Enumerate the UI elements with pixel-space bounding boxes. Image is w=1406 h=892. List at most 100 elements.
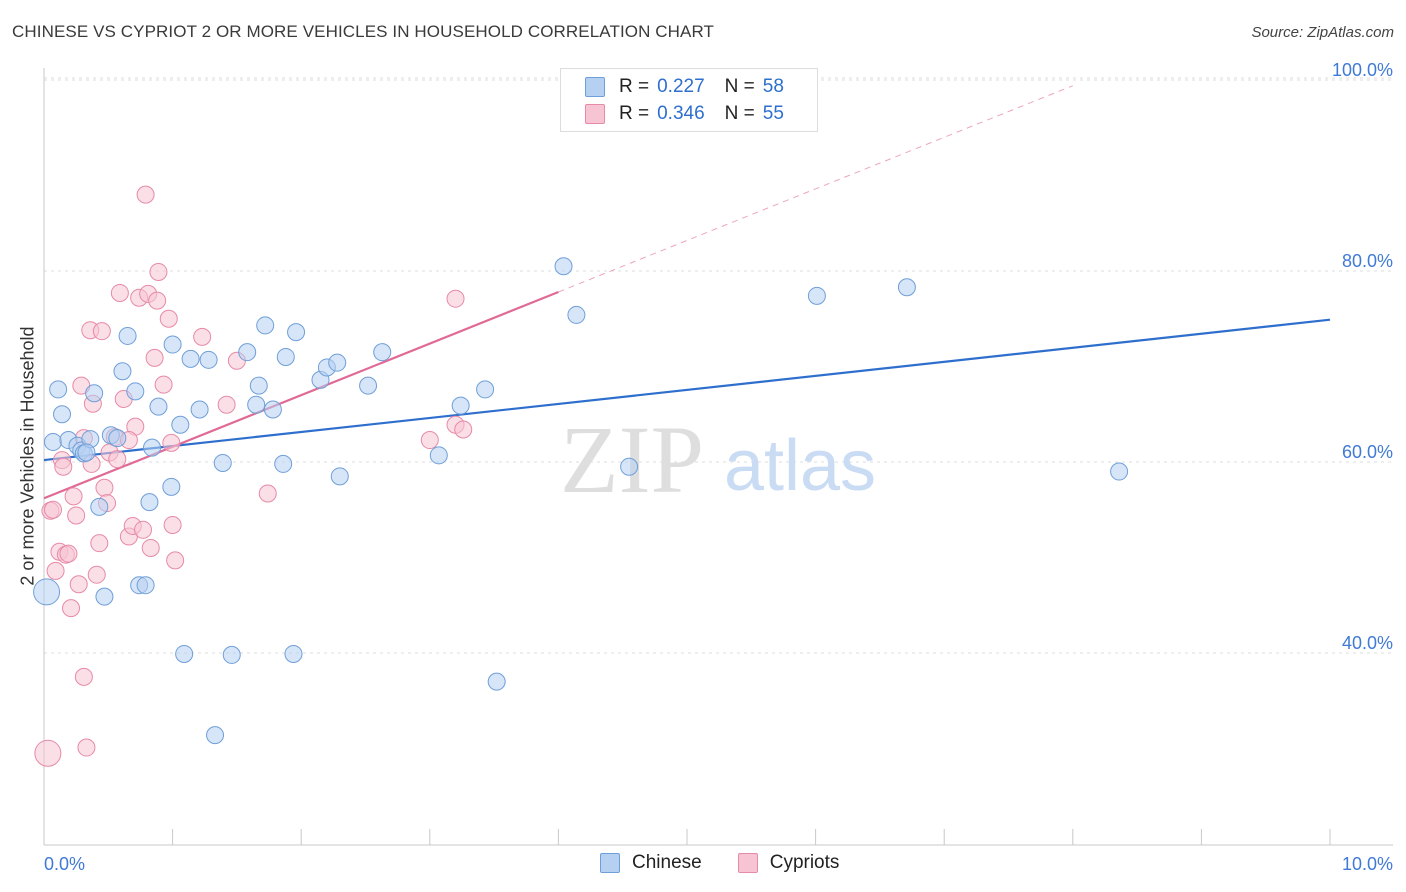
stats-legend: R = 0.227 N = 58 R = 0.346 N = 55 [560, 68, 818, 132]
series-label-cypriots: Cypriots [769, 852, 840, 873]
chinese-point [274, 454, 293, 473]
cypriot-point [166, 551, 185, 570]
watermark: ZIP atlas [560, 406, 876, 513]
chinese-point [222, 645, 241, 664]
legend-n-value: 55 [762, 103, 784, 124]
y-tick-label: 40.0% [1342, 633, 1393, 653]
x-tick-label-max: 10.0% [1342, 854, 1393, 874]
legend-r-value: 0.346 [657, 103, 705, 124]
chinese-point [49, 380, 68, 399]
cypriot-point [446, 289, 465, 308]
x-ticks [43, 829, 1331, 845]
chinese-points [33, 257, 1129, 745]
chinese-point [163, 335, 182, 354]
chinese-point [328, 353, 347, 372]
cypriot-point [141, 538, 160, 557]
series-legend-cypriots[interactable]: Cypriots [737, 852, 840, 874]
chinese-point [359, 376, 378, 395]
legend-swatch-cypriots [585, 104, 605, 124]
chinese-point [199, 350, 218, 369]
cypriot-trend-line [43, 290, 559, 500]
cypriot-point [154, 375, 173, 394]
chinese-point [206, 726, 225, 745]
chinese-point [126, 382, 145, 401]
legend-r-value: 0.227 [657, 76, 705, 97]
y-axis-label: 2 or more Vehicles in Household [17, 326, 38, 586]
cypriot-point [162, 433, 181, 452]
y-tick-label: 100.0% [1332, 60, 1393, 80]
chinese-point [263, 400, 282, 419]
chinese-point [249, 376, 268, 395]
chinese-point [140, 493, 159, 512]
chinese-point [85, 384, 104, 403]
chinese-point [807, 286, 826, 305]
chinese-point [330, 467, 349, 486]
cypriot-point [62, 599, 81, 618]
cypriot-trend-extension [558, 85, 1073, 293]
cypriot-points [34, 185, 473, 767]
chinese-point [143, 438, 162, 457]
cypriot-point [92, 322, 111, 341]
chart-title: CHINESE VS CYPRIOT 2 OR MORE VEHICLES IN… [12, 22, 715, 41]
chinese-point [175, 644, 194, 663]
chinese-point [1110, 462, 1129, 481]
cypriot-point [149, 262, 168, 281]
legend-n-label: N = [724, 76, 755, 97]
cypriot-point [193, 327, 212, 346]
cypriot-point [148, 291, 167, 310]
chinese-point [181, 349, 200, 368]
chinese-point [113, 362, 132, 381]
cypriot-point [134, 520, 153, 539]
cypriot-point [44, 500, 63, 519]
chinese-point [33, 578, 61, 606]
cypriot-point [54, 457, 73, 476]
chinese-point [256, 316, 275, 335]
chinese-point [476, 380, 495, 399]
chinese-trend-line [43, 318, 1331, 462]
y-tick-labels: 40.0% 60.0% 80.0% 100.0% [1332, 60, 1393, 653]
legend-r-label: R = [619, 103, 650, 124]
chinese-point [108, 429, 127, 448]
trend-lines [43, 85, 1331, 500]
chinese-point [77, 443, 96, 462]
legend-n-value: 58 [762, 76, 784, 97]
cypriot-point [67, 506, 86, 525]
cypriot-point [34, 739, 62, 767]
legend-row-chinese: R = 0.227 N = 58 [585, 74, 784, 100]
chinese-point [213, 453, 232, 472]
legend-row-cypriots: R = 0.346 N = 55 [585, 101, 784, 127]
cypriot-point [145, 348, 164, 367]
chinese-point [487, 672, 506, 691]
series-legend: Chinese Cypriots [600, 852, 875, 874]
cypriot-point [108, 450, 127, 469]
chinese-point [118, 326, 137, 345]
cypriot-point [69, 575, 88, 594]
chinese-point [238, 343, 257, 362]
cypriot-point [77, 738, 96, 757]
cypriot-point [136, 185, 155, 204]
cypriot-point [420, 431, 439, 450]
gridlines [44, 77, 1393, 654]
chinese-point [554, 257, 573, 276]
series-legend-chinese[interactable]: Chinese [600, 852, 702, 874]
cypriot-point [46, 561, 65, 580]
chinese-point [149, 397, 168, 416]
legend-swatch-chinese [585, 77, 605, 97]
chinese-point [247, 395, 266, 414]
series-label-chinese: Chinese [632, 852, 702, 873]
chinese-point [373, 343, 392, 362]
chart-source: Source: ZipAtlas.com [1251, 24, 1394, 41]
chinese-point [287, 323, 306, 342]
chinese-point [53, 405, 72, 424]
cypriot-point [110, 283, 129, 302]
y-tick-label: 60.0% [1342, 442, 1393, 462]
chinese-point [90, 497, 109, 516]
series-swatch-cypriots [737, 853, 758, 873]
chinese-point [567, 305, 586, 324]
chinese-point [136, 576, 155, 595]
chinese-point [897, 278, 916, 297]
chinese-point [44, 432, 63, 451]
cypriot-point [258, 484, 277, 503]
cypriot-point [454, 420, 473, 439]
